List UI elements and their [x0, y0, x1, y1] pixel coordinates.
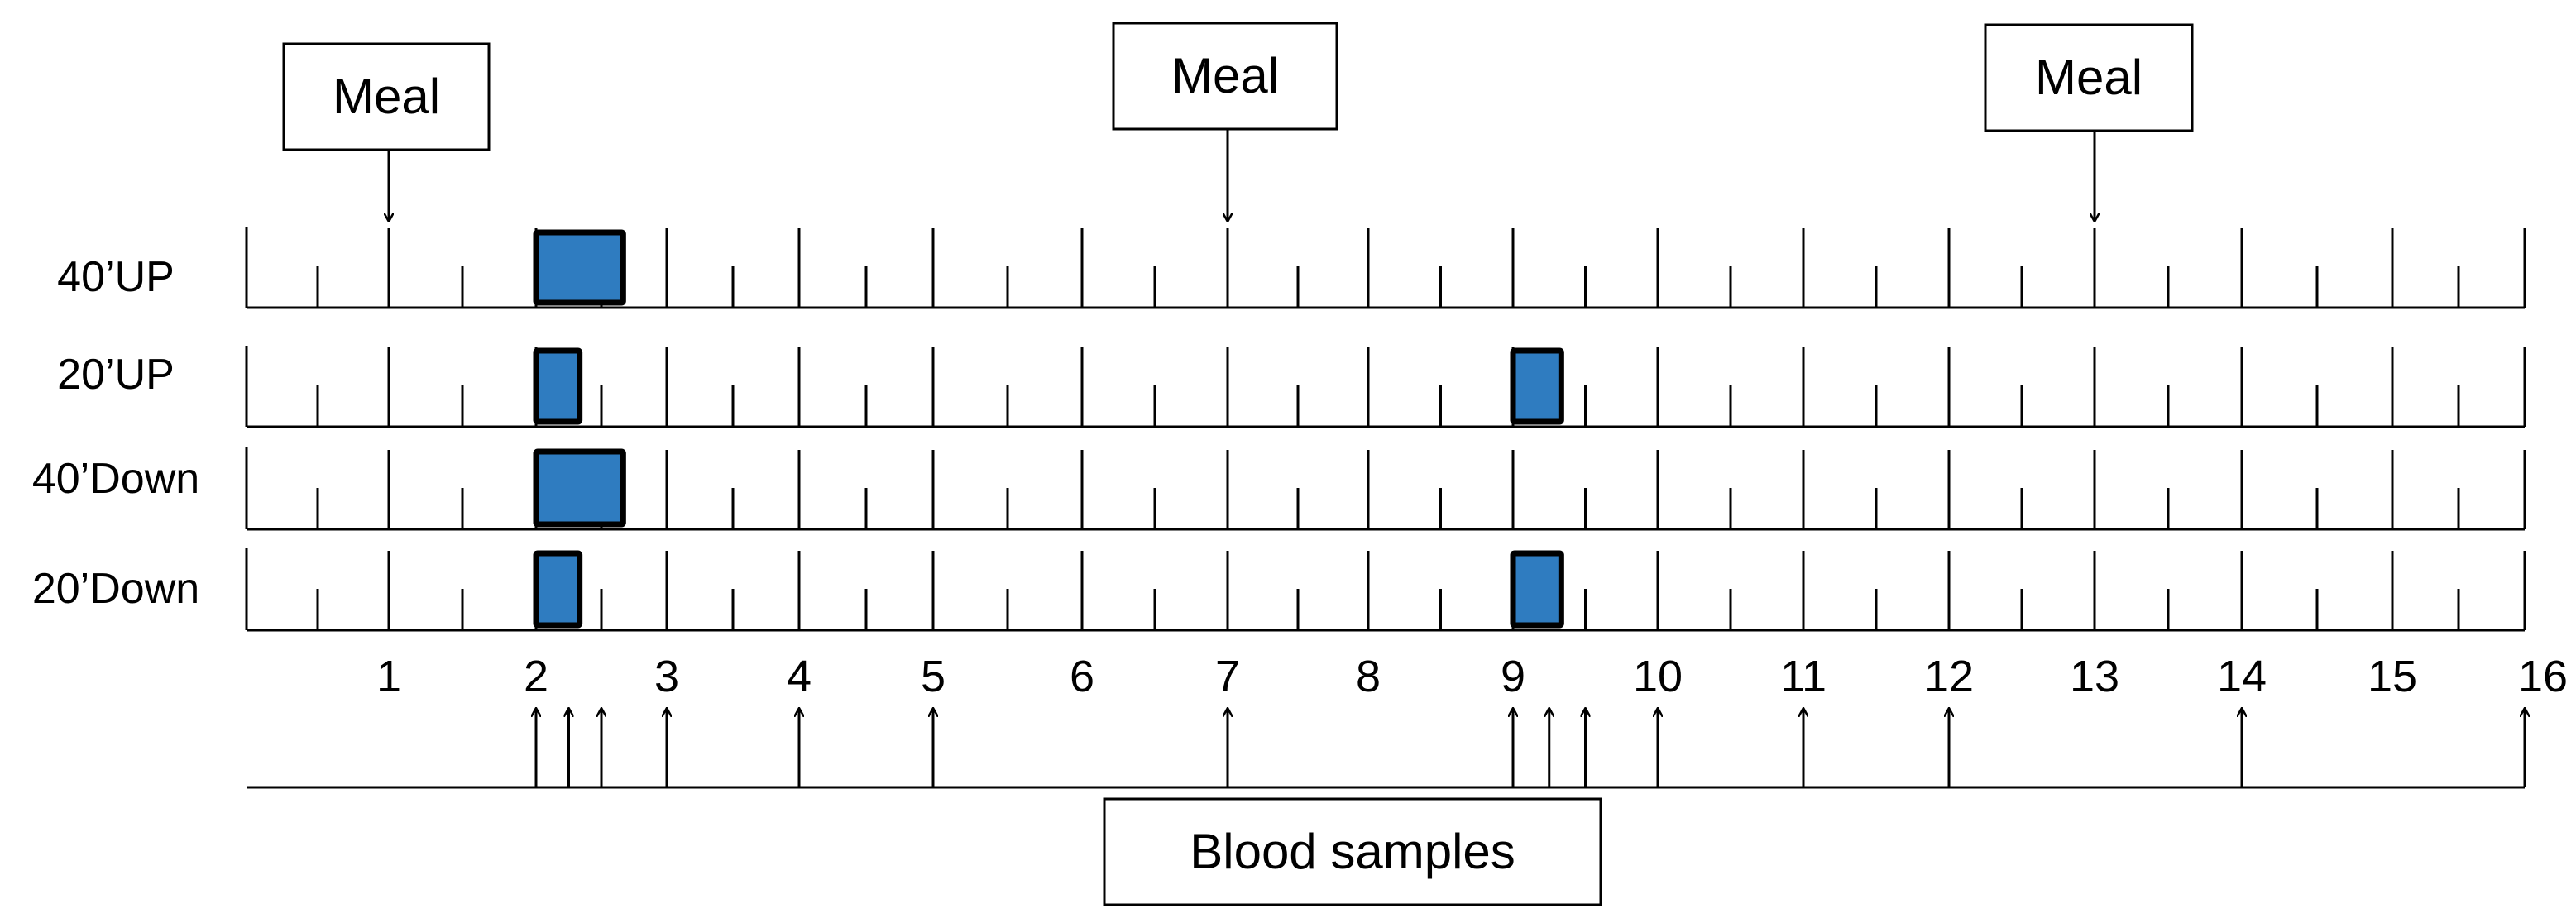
hour-label: 11 [1780, 652, 1827, 701]
hour-label: 2 [524, 652, 548, 701]
hour-label: 14 [2217, 652, 2267, 701]
hour-label: 1 [376, 652, 401, 701]
condition-label: 40’Down [32, 455, 199, 503]
condition-label: 20’Down [32, 565, 199, 613]
condition-label: 40’UP [57, 253, 175, 301]
blood-samples-box [1103, 797, 1602, 906]
hour-label: 10 [1633, 652, 1683, 701]
hour-label: 6 [1070, 652, 1094, 701]
exercise-bout [1510, 550, 1564, 629]
meal-marker: Meal [1112, 22, 1338, 222]
condition-label: 20’UP [57, 351, 175, 399]
meal-marker: Meal [1984, 23, 2194, 222]
condition-row [245, 227, 2526, 309]
blood-samples-label: Blood samples [1190, 824, 1515, 879]
meal-label: Meal [1171, 48, 1279, 103]
meal-marker: Meal [282, 42, 491, 222]
condition-row [245, 548, 2526, 632]
meal-label: Meal [2035, 50, 2143, 105]
meal-box [282, 42, 491, 151]
hour-label: 13 [2070, 652, 2119, 701]
hour-label: 3 [654, 652, 679, 701]
hour-label: 15 [2368, 652, 2417, 701]
hour-label: 4 [787, 652, 812, 701]
hour-label: 12 [1924, 652, 1974, 701]
exercise-bout [1510, 347, 1564, 425]
hour-label: 7 [1215, 652, 1240, 701]
hour-label: 16 [2518, 652, 2568, 701]
exercise-bout [533, 550, 583, 629]
exercise-bout [533, 229, 626, 306]
blood-sample-timeline: Blood samples [247, 708, 2525, 906]
meal-box [1984, 23, 2194, 132]
meal-box [1112, 22, 1338, 131]
condition-row [245, 447, 2526, 531]
hour-label: 9 [1501, 652, 1525, 701]
hour-label: 5 [921, 652, 946, 701]
hour-label: 8 [1356, 652, 1381, 701]
condition-row [245, 346, 2526, 428]
exercise-bout [533, 448, 626, 528]
meal-label: Meal [333, 69, 440, 124]
exercise-bout [533, 347, 583, 425]
